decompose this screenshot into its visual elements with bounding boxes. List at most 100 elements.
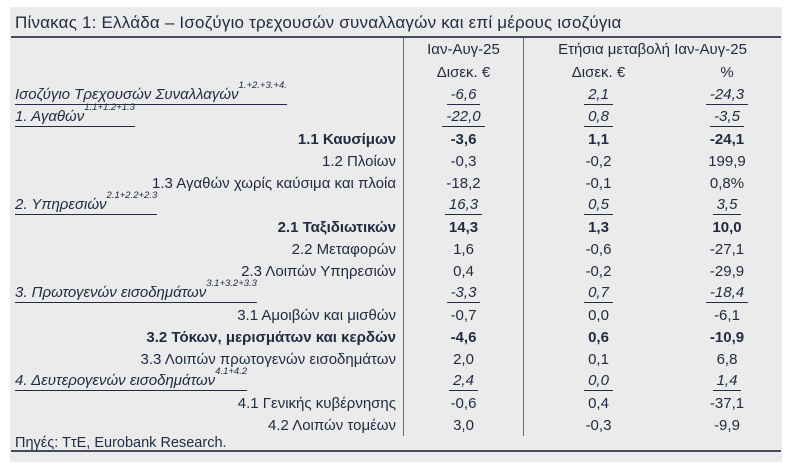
table-title: Πίνακας 1: Ελλάδα – Ισοζύγιο τρεχουσών σ…: [15, 13, 622, 32]
value-change-abs-cell: 0,8: [523, 106, 673, 128]
value-change-abs-cell: -0,6: [523, 238, 673, 260]
value-period-cell: -0,7: [403, 304, 523, 326]
value-change-pct: -27,1: [709, 240, 745, 258]
row-label-text: 4.1 Γενικής κυβέρνησης: [237, 394, 396, 412]
value-change-abs: 0,8: [584, 108, 613, 127]
table-row: 4.1 Γενικής κυβέρνησης -0,6 0,4 -37,1: [10, 392, 781, 414]
value-change-abs-cell: 0,5: [523, 194, 673, 216]
value-change-abs-cell: 0,6: [523, 326, 673, 348]
value-change-abs: -0,2: [585, 152, 612, 170]
header-label-spacer: [10, 38, 403, 61]
value-change-abs: 1,1: [588, 130, 609, 148]
value-change-pct-cell: -10,9: [673, 326, 781, 348]
row-label-cell: 2.3 Λοιπών Υπηρεσιών: [10, 260, 403, 282]
value-period-cell: 2,4: [403, 370, 523, 392]
table-row: Ισοζύγιο Τρεχουσών Συναλλαγών1.+2.+3.+4.…: [10, 80, 781, 106]
row-label-cell: 2. Υπηρεσιών2.1+2.2+2.3: [10, 190, 403, 216]
row-label-cell: 3.1 Αμοιβών και μισθών: [10, 304, 403, 326]
row-label: 2.1 Ταξιδιωτικών: [278, 219, 396, 236]
row-label-text: 2.2 Μεταφορών: [291, 240, 396, 258]
row-label-text: 4. Δευτερογενών εισοδημάτων: [15, 371, 216, 389]
value-change-abs-cell: 2,1: [523, 84, 673, 106]
table-row: 4. Δευτερογενών εισοδημάτων4.1+4.2 2,4 0…: [10, 366, 781, 392]
value-change-pct: -3,5: [710, 108, 744, 127]
row-superscript: 3.1+3.2+3.3: [206, 277, 257, 289]
table-row: 4.2 Λοιπών τομέων 3,0 -0,3 -9,9: [10, 414, 781, 436]
row-label-cell: 1. Αγαθών1.1+1.2+1.3: [10, 102, 403, 128]
table-body: Ισοζύγιο Τρεχουσών Συναλλαγών1.+2.+3.+4.…: [10, 80, 781, 436]
value-period-cell: -4,6: [403, 326, 523, 348]
row-label-text: 3.3 Λοιπών πρωτογενών εισοδημάτων: [140, 350, 396, 368]
row-label: 4.2 Λοιπών τομέων: [268, 417, 396, 434]
value-period-cell: -18,2: [403, 172, 523, 194]
value-change-pct-cell: 0,8%: [673, 172, 781, 194]
row-label-text: 2. Υπηρεσιών: [15, 195, 107, 213]
value-change-pct: 10,0: [712, 218, 742, 236]
table-row: 1.2 Πλοίων -0,3 -0,2 199,9: [10, 150, 781, 172]
table-row: 2.2 Μεταφορών 1,6 -0,6 -27,1: [10, 238, 781, 260]
value-change-abs: 0,7: [584, 284, 613, 303]
value-change-abs: -0,3: [585, 416, 612, 434]
row-label: 2.3 Λοιπών Υπηρεσιών: [241, 263, 396, 280]
row-label-text: 3. Πρωτογενών εισοδημάτων: [15, 283, 207, 301]
value-period-cell: -22,0: [403, 106, 523, 128]
value-period: -3,3: [446, 284, 481, 303]
value-change-abs: 0,0: [588, 306, 609, 324]
value-change-pct: -18,4: [705, 284, 749, 303]
value-period: -0,7: [450, 306, 477, 324]
table-panel: Πίνακας 1: Ελλάδα – Ισοζύγιο τρεχουσών σ…: [10, 7, 782, 462]
value-period: -0,6: [450, 394, 477, 412]
value-change-abs: 0,5: [584, 196, 613, 215]
table-row: 3. Πρωτογενών εισοδημάτων3.1+3.2+3.3 -3,…: [10, 278, 781, 304]
header-row-units: Δισεκ. € Δισεκ. € %: [10, 61, 781, 84]
value-change-pct-cell: -27,1: [673, 238, 781, 260]
row-label-cell: Ισοζύγιο Τρεχουσών Συναλλαγών1.+2.+3.+4.: [10, 80, 403, 106]
value-period: -18,2: [446, 174, 481, 192]
row-label: 2.2 Μεταφορών: [292, 241, 396, 258]
value-change-abs-cell: -0,3: [523, 414, 673, 436]
value-period: -4,6: [450, 328, 477, 346]
value-period: 2,0: [453, 350, 474, 368]
value-period-cell: 3,0: [403, 414, 523, 436]
row-label: 1.1 Καυσίμων: [298, 131, 396, 148]
row-label-text: 3.1 Αμοιβών και μισθών: [237, 306, 396, 324]
row-label: 1.3 Αγαθών χωρίς καύσιμα και πλοία: [152, 175, 396, 192]
row-label: 3. Πρωτογενών εισοδημάτων3.1+3.2+3.3: [15, 278, 257, 303]
row-label-cell: 4.1 Γενικής κυβέρνησης: [10, 392, 403, 414]
value-change-abs-cell: -0,1: [523, 172, 673, 194]
value-change-abs: -0,6: [585, 240, 612, 258]
value-period-cell: -3,3: [403, 282, 523, 304]
header-unit-spacer: [10, 61, 403, 84]
value-change-pct-cell: -24,3: [673, 84, 781, 106]
value-change-pct-cell: 6,8: [673, 348, 781, 370]
row-label-text: 1.2 Πλοίων: [321, 152, 396, 170]
header-change-unit: Δισεκ. €: [523, 61, 673, 84]
value-period: 1,6: [453, 240, 474, 258]
value-change-abs: 0,1: [588, 350, 609, 368]
value-change-pct-cell: 1,4: [673, 370, 781, 392]
row-label-text: 4.2 Λοιπών τομέων: [268, 416, 396, 434]
row-label-cell: 2.2 Μεταφορών: [10, 238, 403, 260]
value-change-pct: -29,9: [709, 262, 745, 280]
value-period-cell: -6,6: [403, 84, 523, 106]
value-change-pct: -24,1: [709, 130, 745, 148]
value-period: -22,0: [442, 108, 485, 127]
value-change-pct-cell: -29,9: [673, 260, 781, 282]
value-change-pct: -9,9: [714, 416, 740, 434]
value-change-pct-cell: -9,9: [673, 414, 781, 436]
row-superscript: 2.1+2.2+2.3: [106, 189, 158, 201]
value-change-pct-cell: -3,5: [673, 106, 781, 128]
value-change-pct-cell: -6,1: [673, 304, 781, 326]
value-change-abs-cell: 0,1: [523, 348, 673, 370]
header-period-unit: Δισεκ. €: [403, 61, 523, 84]
value-period: -0,3: [450, 152, 477, 170]
value-period: 14,3: [448, 218, 479, 236]
value-change-abs: -0,2: [585, 262, 612, 280]
row-label-text: 2.1 Ταξιδιωτικών: [277, 218, 396, 236]
table-row: 3.3 Λοιπών πρωτογενών εισοδημάτων 2,0 0,…: [10, 348, 781, 370]
value-period-cell: 1,6: [403, 238, 523, 260]
value-change-abs: 0,0: [584, 372, 613, 391]
value-change-pct: 3,5: [712, 196, 742, 215]
row-label-text: 3.2 Τόκων, μερισμάτων και κερδών: [146, 328, 396, 346]
